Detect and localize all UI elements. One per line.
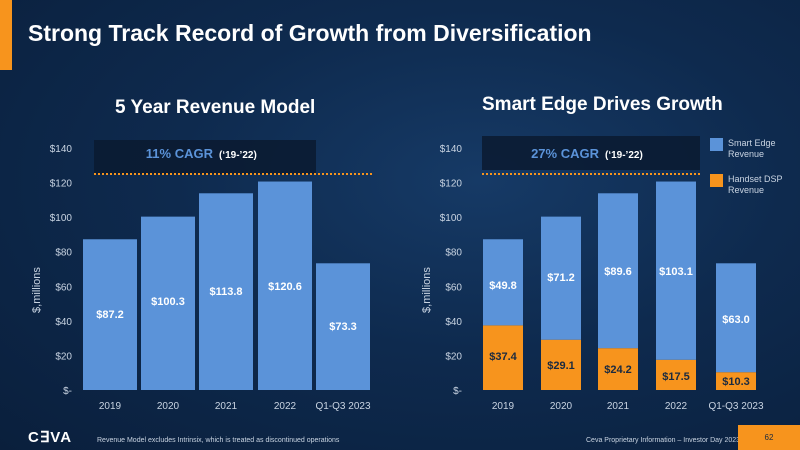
y-tick-label: $100 <box>440 213 463 224</box>
cagr-label: 27% CAGR <box>531 146 600 161</box>
bar-value-label: $73.3 <box>329 321 357 333</box>
y-tick-label: $40 <box>55 317 72 328</box>
page-number: 62 <box>738 425 800 450</box>
footer-note: Revenue Model excludes Intrinsix, which … <box>97 437 340 444</box>
bar-value-label: $24.2 <box>604 364 632 376</box>
bar <box>258 181 312 390</box>
legend-label: Handset DSP <box>728 174 783 184</box>
y-tick-label: $- <box>63 386 72 397</box>
x-tick-label: 2022 <box>274 401 297 412</box>
page-title: Strong Track Record of Growth from Diver… <box>28 20 592 46</box>
y-tick-label: $20 <box>445 351 462 362</box>
cagr-box <box>482 136 700 170</box>
legend-label: Revenue <box>728 185 764 195</box>
y-axis-label: $,millions <box>31 267 43 313</box>
legend-label: Smart Edge <box>728 138 776 148</box>
bar <box>316 263 370 390</box>
x-tick-label: Q1-Q3 2023 <box>315 401 370 412</box>
bar-segment <box>716 372 756 390</box>
bar-value-label: $29.1 <box>547 360 575 372</box>
y-tick-label: $120 <box>50 179 73 190</box>
cagr-label: 11% CAGR <box>146 146 214 161</box>
x-tick-label: 2021 <box>215 401 238 412</box>
y-tick-label: $140 <box>440 144 463 155</box>
y-tick-label: $60 <box>445 282 462 293</box>
legend-label: Revenue <box>728 149 764 159</box>
x-tick-label: 2022 <box>665 401 688 412</box>
bar-value-label: $100.3 <box>151 296 185 308</box>
bar-segment <box>656 181 696 360</box>
bar <box>83 239 137 390</box>
y-tick-label: $60 <box>55 282 72 293</box>
y-tick-label: $80 <box>445 248 462 259</box>
bar-segment <box>656 359 696 390</box>
ceva-logo: C∃VA <box>28 429 73 446</box>
y-tick-label: $80 <box>55 248 72 259</box>
y-tick-label: $100 <box>50 213 73 224</box>
bar-segment <box>483 239 523 326</box>
right-chart-title: Smart Edge Drives Growth <box>482 94 723 115</box>
bar <box>199 193 253 390</box>
cagr-period: (‘19-’22) <box>219 150 257 161</box>
bar-segment <box>716 263 756 373</box>
bar <box>141 216 195 390</box>
legend-swatch <box>710 138 723 151</box>
footer-info: Ceva Proprietary Information – Investor … <box>586 437 741 444</box>
bar-segment <box>598 193 638 349</box>
bar-value-label: $63.0 <box>722 314 750 326</box>
y-tick-label: $- <box>453 386 462 397</box>
cagr-period: (‘19-’22) <box>605 150 643 161</box>
y-tick-label: $120 <box>440 179 463 190</box>
bar-segment <box>483 325 523 390</box>
bar-segment <box>598 348 638 390</box>
bar-value-label: $89.6 <box>604 266 632 278</box>
y-tick-label: $20 <box>55 351 72 362</box>
bar-value-label: $71.2 <box>547 272 575 284</box>
accent-strip <box>0 0 12 70</box>
bar-value-label: $37.4 <box>489 351 517 363</box>
cagr-box <box>94 140 316 174</box>
bar-segment <box>541 339 581 390</box>
left-chart-title: 5 Year Revenue Model <box>115 97 316 118</box>
bar-value-label: $10.3 <box>722 376 750 388</box>
bar-value-label: $17.5 <box>662 371 690 383</box>
x-tick-label: 2021 <box>607 401 630 412</box>
bar-value-label: $49.8 <box>489 280 517 292</box>
bar-value-label: $87.2 <box>96 309 124 321</box>
y-tick-label: $140 <box>50 144 73 155</box>
bar-value-label: $103.1 <box>659 266 693 278</box>
y-tick-label: $40 <box>445 317 462 328</box>
bar-value-label: $120.6 <box>268 281 302 293</box>
x-tick-label: Q1-Q3 2023 <box>708 401 763 412</box>
legend-swatch <box>710 174 723 187</box>
y-axis-label: $,millions <box>421 267 433 313</box>
bar-value-label: $113.8 <box>209 286 242 298</box>
x-tick-label: 2019 <box>99 401 122 412</box>
bar-segment <box>541 216 581 340</box>
x-tick-label: 2019 <box>492 401 515 412</box>
x-tick-label: 2020 <box>157 401 180 412</box>
x-tick-label: 2020 <box>550 401 573 412</box>
